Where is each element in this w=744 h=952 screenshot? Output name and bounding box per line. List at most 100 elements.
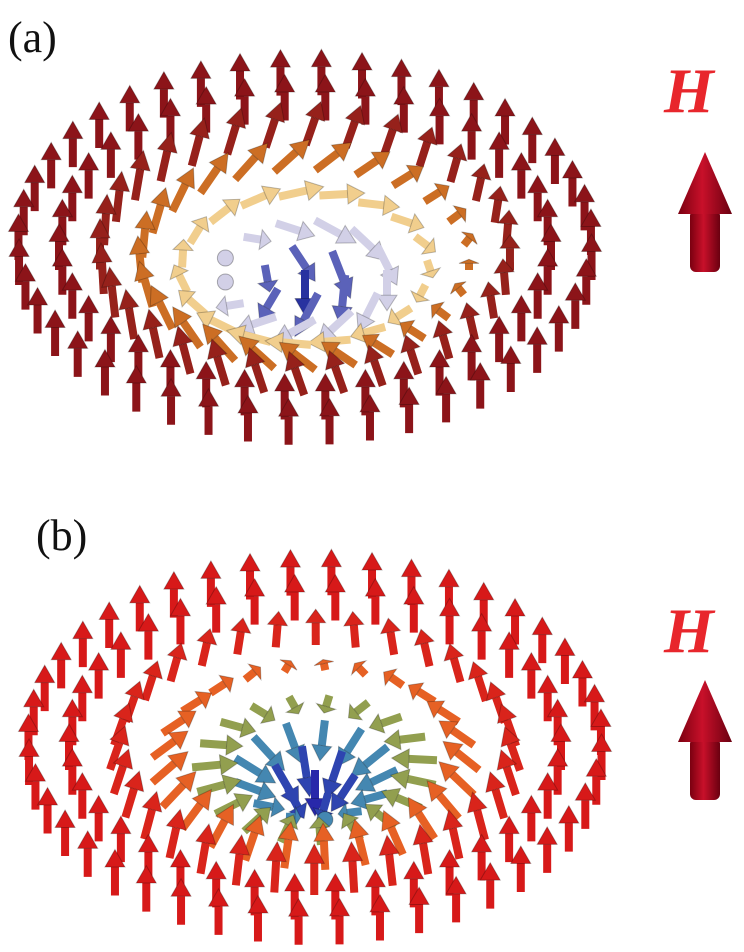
spin-arrow xyxy=(286,697,303,714)
spin-arrow xyxy=(462,114,482,160)
spin-arrow xyxy=(190,217,209,243)
panel-a xyxy=(8,49,601,444)
spin-arrow xyxy=(172,168,194,211)
spin-arrow xyxy=(179,290,206,314)
spin-arrow xyxy=(559,806,579,852)
spin-arrow xyxy=(447,144,466,182)
spin-arrow xyxy=(163,711,196,733)
spin-arrow xyxy=(268,611,288,647)
spin-arrow xyxy=(217,274,233,290)
field-label: H xyxy=(663,595,716,666)
spin-arrow xyxy=(280,660,297,672)
spin-arrow xyxy=(63,121,83,167)
spin-arrow xyxy=(171,879,191,925)
spin-arrow xyxy=(352,661,366,675)
spin-arrow xyxy=(418,127,437,166)
spin-arrow xyxy=(111,632,131,678)
spin-arrow xyxy=(555,638,575,684)
spin-arrow xyxy=(521,795,541,841)
spin-arrow xyxy=(549,306,569,352)
panel-b xyxy=(18,549,611,944)
spin-arrow xyxy=(28,287,48,333)
spin-arrow xyxy=(427,781,459,818)
spin-arrow xyxy=(358,195,399,215)
spin-arrow xyxy=(197,629,217,666)
spin-arrow xyxy=(408,683,434,702)
spin-arrow xyxy=(472,614,492,660)
spin-arrow xyxy=(415,237,435,254)
spin-arrow xyxy=(166,809,186,858)
spin-arrow xyxy=(392,749,437,769)
spin-arrow xyxy=(231,618,251,654)
spin-arrow xyxy=(400,320,425,338)
spin-arrow xyxy=(254,737,285,771)
spin-arrow xyxy=(421,260,440,278)
spin-arrow xyxy=(241,186,280,206)
spin-arrow xyxy=(319,184,364,204)
spin-arrow xyxy=(384,669,403,686)
spin-arrow xyxy=(314,659,334,670)
spin-arrow xyxy=(522,117,542,163)
spin-arrow xyxy=(468,662,487,701)
spin-arrow xyxy=(217,250,233,266)
panel-label: (a) xyxy=(8,13,57,62)
spin-arrow xyxy=(312,720,332,761)
spin-arrow xyxy=(200,735,243,755)
spin-arrow xyxy=(527,327,547,373)
spin-arrow xyxy=(369,714,401,733)
spin-arrow xyxy=(235,143,268,179)
spin-arrow xyxy=(45,310,65,356)
spin-arrow xyxy=(101,132,121,178)
spin-arrow xyxy=(306,102,325,145)
spin-arrow xyxy=(425,183,450,201)
spin-arrow xyxy=(161,379,181,425)
spin-arrow xyxy=(173,239,193,267)
spin-arrow xyxy=(89,795,109,841)
spin-arrow xyxy=(245,664,261,680)
spin-arrow xyxy=(265,102,284,147)
spin-arrow xyxy=(119,289,139,339)
spin-arrow xyxy=(143,661,162,700)
spin-arrow xyxy=(391,214,424,233)
spin-arrow xyxy=(124,771,143,817)
spin-arrow xyxy=(460,303,479,340)
spin-arrow xyxy=(244,230,271,250)
field-arrow xyxy=(678,680,732,800)
spin-arrow xyxy=(348,702,368,719)
spin-arrow xyxy=(459,259,479,270)
spin-arrow xyxy=(381,618,401,654)
spin-arrow xyxy=(486,772,505,818)
spin-arrow xyxy=(190,118,209,166)
spin-arrow xyxy=(449,206,466,222)
spin-arrow xyxy=(182,692,211,712)
spin-arrow xyxy=(440,598,460,644)
spin-arrow xyxy=(306,609,326,645)
spin-arrow xyxy=(209,889,229,935)
spin-arrow xyxy=(532,617,552,663)
spin-arrow xyxy=(221,718,256,737)
spin-arrow xyxy=(163,772,196,807)
spin-arrow xyxy=(537,827,557,873)
spin-arrow xyxy=(431,302,448,318)
spin-arrow xyxy=(200,153,228,193)
spin-arrow xyxy=(462,232,478,245)
spin-arrow xyxy=(433,321,452,359)
spin-arrow xyxy=(274,140,309,172)
spin-arrow xyxy=(168,643,187,681)
field-label: H xyxy=(663,55,716,126)
spin-arrow xyxy=(279,181,324,201)
spin-arrow xyxy=(276,222,315,241)
panel-label: (b) xyxy=(36,511,87,560)
spin-arrow xyxy=(317,696,336,714)
spin-arrow xyxy=(55,810,75,856)
spin-arrow xyxy=(38,787,58,833)
spin-arrow xyxy=(450,282,466,295)
spin-arrow xyxy=(356,152,390,175)
spin-arrow xyxy=(545,138,565,184)
figure: (a) (b) H H xyxy=(0,0,744,952)
spin-arrow xyxy=(216,296,243,316)
spin-arrow xyxy=(351,747,388,777)
spin-arrow xyxy=(192,755,238,775)
spin-arrow xyxy=(136,866,156,912)
spin-arrow xyxy=(170,265,188,292)
